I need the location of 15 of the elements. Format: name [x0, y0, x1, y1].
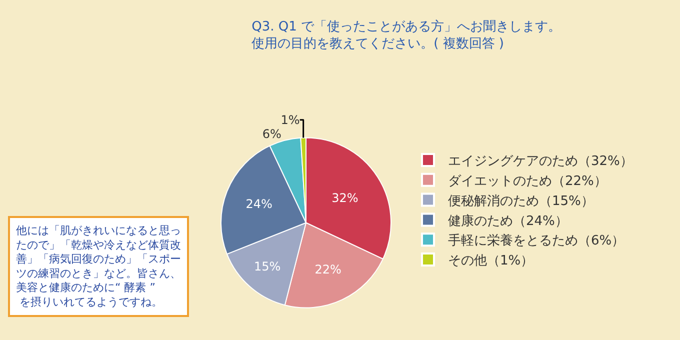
data-label: 22% [314, 262, 342, 277]
legend-label: ダイエットのため（22%） [448, 174, 607, 189]
legend-label: エイジングケアのため（32%） [448, 154, 633, 170]
text: 他には「肌がきれいになると思ったので」「乾燥や冷えなど体質改善」「病気回復のため」「スポーツの練習のとき」など。皆さん、美容と健康のために“ 酵素 ” を摂りいれてるようですね。 [16, 224, 181, 308]
data-label: 6% [262, 126, 282, 141]
legend-label: 健康のため（24%） [448, 214, 568, 229]
data-label: 15% [254, 260, 281, 274]
chart-title: Q3. Q1 で「使ったことがある方」へお聞きします。 [252, 18, 562, 35]
legend-label: 便秘解消のため（15%） [448, 194, 594, 209]
chart-subtitle: 使用の目的を教えてください。( 複数回答 ) [252, 36, 504, 52]
data-label: 1% [280, 112, 300, 127]
data-label: 24% [246, 197, 272, 212]
legend-label: その他（1%） [448, 254, 534, 269]
legend-label: 手軽に栄養をとるため（6%） [448, 234, 625, 249]
data-label: 32% [332, 191, 358, 206]
